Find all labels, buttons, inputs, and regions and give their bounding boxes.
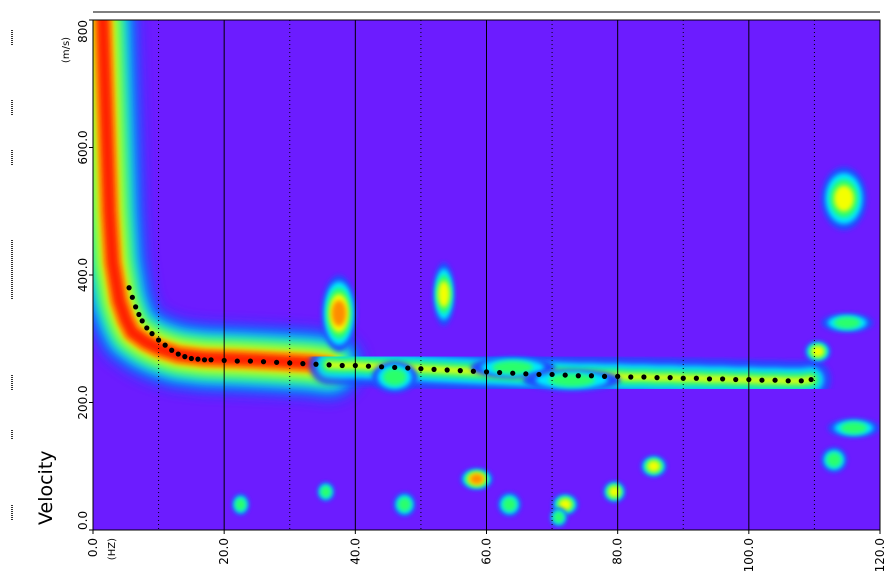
pick-point <box>339 362 345 369</box>
hotspot-4-layer-3 <box>608 486 621 498</box>
pick-point <box>785 378 791 384</box>
hotspot-0-layer-4 <box>331 300 347 327</box>
pick-point <box>169 347 175 353</box>
pick-point <box>808 376 814 383</box>
pick-point <box>470 368 476 374</box>
pick-point <box>680 375 686 381</box>
pick-point <box>175 351 181 357</box>
hotspot-16-layer-2 <box>398 497 412 512</box>
pick-point <box>234 358 240 364</box>
pick-point <box>182 354 188 360</box>
pick-point <box>129 294 135 300</box>
pick-point <box>772 377 778 383</box>
hotspot-11-layer-2 <box>492 361 534 374</box>
hotspot-8-layer-2 <box>834 316 861 329</box>
hotspot-12-layer-2 <box>548 373 596 387</box>
pick-point <box>444 367 450 373</box>
hotspot-18-layer-2 <box>553 511 564 524</box>
hotspot-2-layer-4 <box>469 473 484 485</box>
pick-point <box>287 360 293 366</box>
pick-point <box>562 372 568 378</box>
pick-point <box>326 362 332 368</box>
x-tick-label: 120.0 <box>873 538 887 572</box>
pick-point <box>365 363 372 369</box>
pick-point <box>201 357 208 363</box>
pick-point <box>208 357 214 363</box>
pick-point <box>706 376 713 382</box>
pick-point <box>536 371 542 378</box>
pick-point <box>588 373 595 379</box>
y-tick-label: 0.0 <box>76 511 90 530</box>
y-unit-label: (m/s) <box>61 37 72 63</box>
hotspot-3-layer-3 <box>647 460 661 472</box>
pick-point <box>133 304 139 310</box>
pick-point <box>221 357 227 364</box>
x-tick-label: 60.0 <box>480 538 494 565</box>
hotspot-9-layer-2 <box>840 422 867 434</box>
pick-point <box>136 311 142 318</box>
x-axis-label: (HZ) <box>107 538 118 560</box>
x-tick-label: 100.0 <box>742 538 756 572</box>
pick-point <box>615 373 621 379</box>
pick-point <box>392 364 398 371</box>
hotspot-10-layer-2 <box>826 452 842 468</box>
pick-point <box>654 375 660 381</box>
pick-point <box>641 374 647 380</box>
pick-point <box>405 365 411 371</box>
pick-point <box>149 331 155 337</box>
pick-point <box>188 355 194 362</box>
pick-point <box>667 375 673 381</box>
pick-point <box>746 376 752 383</box>
pick-point <box>431 366 437 372</box>
y-axis-label: Velocity <box>35 450 57 525</box>
hotspot-1-layer-3 <box>438 281 450 308</box>
pick-point <box>260 359 267 365</box>
pick-point <box>126 285 132 291</box>
pick-point <box>483 369 490 375</box>
pick-point <box>575 373 581 379</box>
pick-point <box>733 376 739 383</box>
hotspot-6-layer-3 <box>834 185 854 212</box>
x-tick-label: 20.0 <box>217 538 231 565</box>
pick-point <box>457 368 463 374</box>
y-tick-label: 200.0 <box>76 385 90 419</box>
pick-point <box>418 366 424 372</box>
x-tick-label: 80.0 <box>611 538 625 565</box>
pick-point <box>798 378 804 384</box>
hotspot-14-layer-2 <box>235 498 246 511</box>
pick-point <box>162 342 168 348</box>
pick-point <box>628 374 634 380</box>
pick-point <box>144 325 150 331</box>
hotspot-15-layer-2 <box>320 485 332 498</box>
pick-point <box>247 358 253 364</box>
pick-point <box>523 371 529 377</box>
pick-point <box>549 371 555 378</box>
pick-point <box>510 370 516 376</box>
pick-point <box>274 359 280 365</box>
pick-point <box>139 318 145 324</box>
hotspot-13-layer-2 <box>382 368 407 386</box>
pick-point <box>155 337 162 343</box>
y-tick-label: 600.0 <box>76 130 90 164</box>
pick-point <box>313 361 319 367</box>
pick-point <box>300 361 306 367</box>
pick-point <box>601 373 608 379</box>
hotspot-17-layer-2 <box>502 497 517 512</box>
pick-point <box>378 364 385 370</box>
y-tick-label: 800 <box>76 20 90 43</box>
pick-point <box>693 375 699 381</box>
pick-point <box>497 369 503 376</box>
hotspot-5-layer-3 <box>558 498 572 511</box>
pick-point <box>195 356 201 362</box>
y-tick-label: 400.0 <box>76 258 90 292</box>
hotspot-7-layer-3 <box>811 345 825 358</box>
pick-point <box>759 377 765 383</box>
pick-point <box>720 376 726 382</box>
pick-point <box>352 362 358 369</box>
x-tick-label: 40.0 <box>348 538 362 565</box>
x-tick-label: 0.0 <box>86 538 100 557</box>
